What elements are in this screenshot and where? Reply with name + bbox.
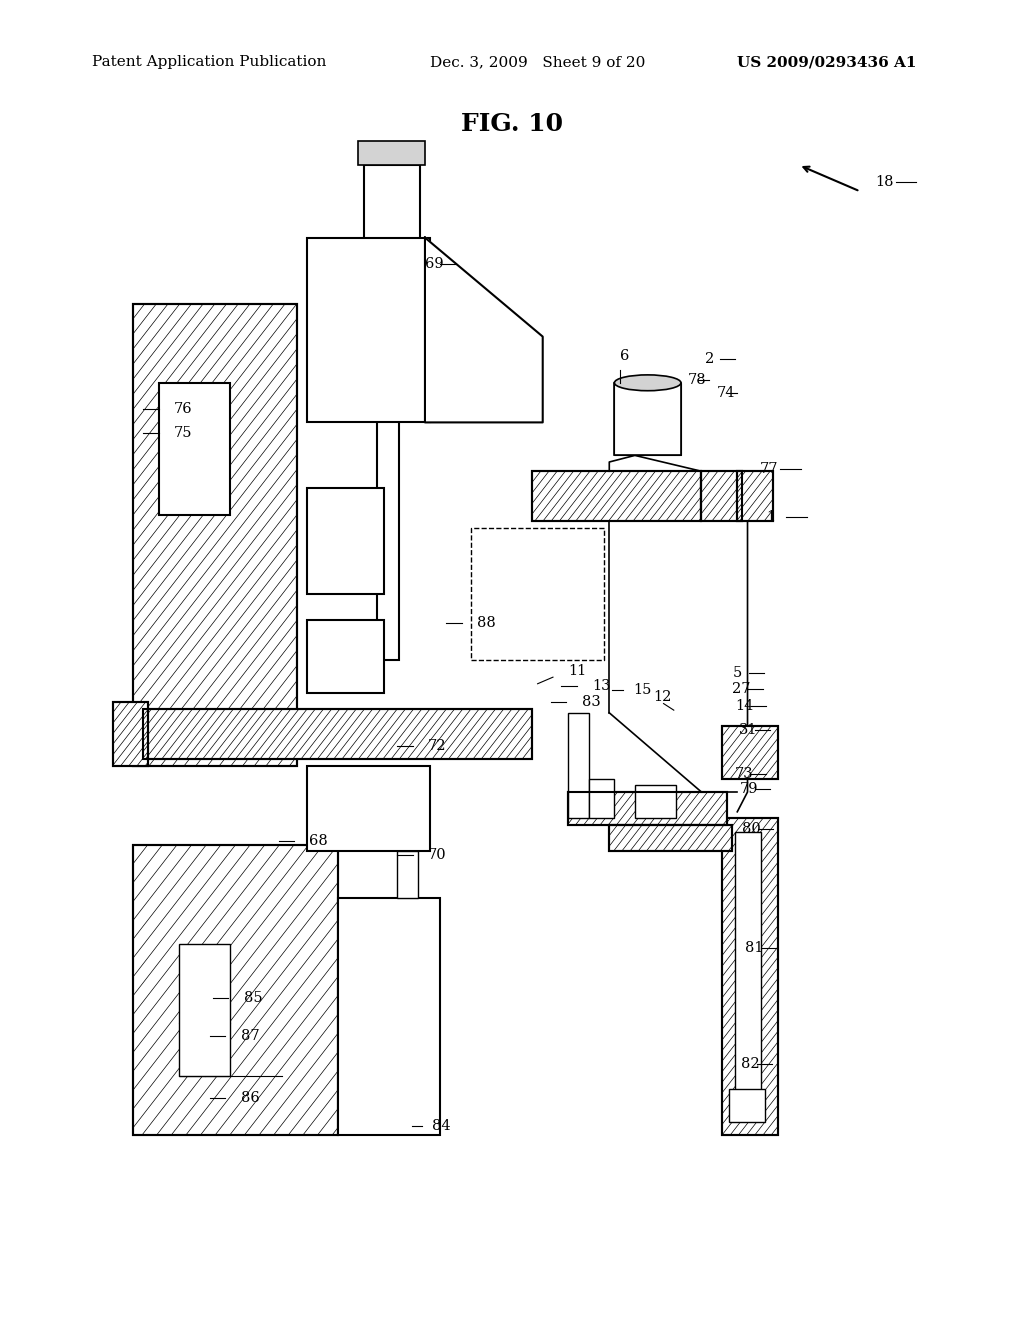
Text: 14: 14 xyxy=(735,700,754,713)
Bar xyxy=(307,766,430,851)
Bar xyxy=(307,620,384,693)
Bar xyxy=(364,165,420,290)
Bar xyxy=(737,471,773,521)
Bar xyxy=(143,709,532,759)
Bar xyxy=(133,304,297,766)
Bar xyxy=(143,709,532,759)
Text: Patent Application Publication: Patent Application Publication xyxy=(92,55,327,70)
Text: 12: 12 xyxy=(653,690,672,704)
Text: 27: 27 xyxy=(732,682,751,696)
Text: US 2009/0293436 A1: US 2009/0293436 A1 xyxy=(737,55,916,70)
Text: 70: 70 xyxy=(428,849,446,862)
Bar xyxy=(722,726,778,779)
Bar xyxy=(701,471,742,521)
Bar xyxy=(609,825,732,851)
Text: 15: 15 xyxy=(633,684,651,697)
Bar xyxy=(338,898,440,1135)
Bar xyxy=(113,702,148,766)
Bar xyxy=(722,818,778,1135)
Bar xyxy=(377,290,399,660)
Ellipse shape xyxy=(614,375,681,391)
Text: 69: 69 xyxy=(425,257,443,271)
Text: FIG. 10: FIG. 10 xyxy=(461,112,563,136)
Bar xyxy=(701,471,742,521)
Text: 88: 88 xyxy=(477,616,496,630)
Text: 31: 31 xyxy=(739,723,758,737)
Bar xyxy=(737,471,773,521)
Text: 77: 77 xyxy=(760,462,778,475)
Bar xyxy=(133,845,338,1135)
Bar xyxy=(614,383,681,455)
Bar xyxy=(568,792,727,825)
Bar xyxy=(179,944,230,1076)
Text: Dec. 3, 2009   Sheet 9 of 20: Dec. 3, 2009 Sheet 9 of 20 xyxy=(430,55,645,70)
Bar xyxy=(133,845,338,1135)
Text: 84: 84 xyxy=(432,1119,451,1133)
Bar xyxy=(609,825,732,851)
Text: 68: 68 xyxy=(309,834,328,847)
Bar xyxy=(307,488,384,594)
Text: 85: 85 xyxy=(244,991,262,1005)
Text: 1: 1 xyxy=(766,511,775,524)
Text: 78: 78 xyxy=(688,374,707,387)
Text: 6: 6 xyxy=(620,350,629,363)
Bar xyxy=(159,383,230,515)
Text: 18: 18 xyxy=(876,176,894,189)
Bar xyxy=(471,528,604,660)
Bar xyxy=(113,702,148,766)
Bar xyxy=(133,304,297,766)
Bar xyxy=(307,238,430,422)
Polygon shape xyxy=(425,238,543,422)
Text: 79: 79 xyxy=(739,783,758,796)
Text: 5: 5 xyxy=(733,667,742,680)
Text: 72: 72 xyxy=(428,739,446,752)
Bar xyxy=(568,713,589,818)
Bar xyxy=(735,832,761,1096)
Text: 86: 86 xyxy=(241,1092,259,1105)
Text: 2: 2 xyxy=(705,352,714,366)
Text: 81: 81 xyxy=(745,941,764,954)
Bar xyxy=(397,851,418,898)
Bar xyxy=(729,1089,765,1122)
Bar xyxy=(358,141,425,165)
Bar xyxy=(722,818,778,1135)
Text: 76: 76 xyxy=(174,403,193,416)
Text: 11: 11 xyxy=(568,664,587,677)
Bar xyxy=(635,785,676,818)
Bar xyxy=(589,779,614,818)
Bar xyxy=(568,792,727,825)
Text: 80: 80 xyxy=(742,822,761,836)
Bar xyxy=(532,471,701,521)
Bar xyxy=(532,471,701,521)
Bar xyxy=(722,726,778,779)
Text: 83: 83 xyxy=(582,696,600,709)
Text: 82: 82 xyxy=(741,1057,760,1071)
Text: 13: 13 xyxy=(592,680,610,693)
Text: 73: 73 xyxy=(735,767,754,780)
Bar xyxy=(614,383,681,455)
Text: 75: 75 xyxy=(174,426,193,440)
Text: 87: 87 xyxy=(241,1030,259,1043)
Text: 74: 74 xyxy=(717,387,735,400)
